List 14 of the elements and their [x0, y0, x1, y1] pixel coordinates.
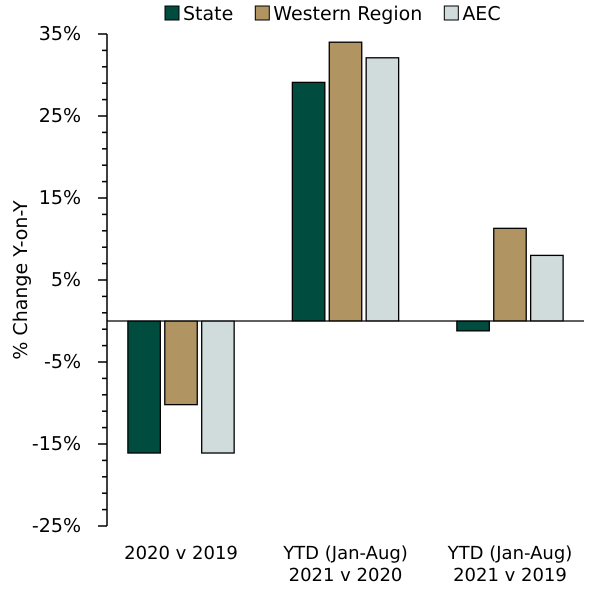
y-tick-label: -15% — [32, 433, 81, 456]
y-tick-label: 35% — [38, 23, 81, 46]
y-tick-label: -25% — [32, 515, 81, 538]
y-tick-label: 15% — [38, 187, 81, 210]
x-tick-label: YTD (Jan-Aug) 2021 v 2020 — [282, 543, 408, 586]
y-tick-label: 5% — [50, 269, 81, 292]
x-tick-label: 2020 v 2019 — [124, 543, 238, 564]
legend-label: State — [183, 3, 234, 25]
y-axis-title: % Change Y-on-Y — [10, 200, 32, 360]
y-tick-label: 25% — [38, 105, 81, 128]
legend-label: Western Region — [273, 3, 422, 25]
x-tick-label: YTD (Jan-Aug) 2021 v 2019 — [446, 543, 572, 586]
legend-label: AEC — [462, 3, 501, 25]
y-tick-label: -5% — [44, 351, 81, 374]
